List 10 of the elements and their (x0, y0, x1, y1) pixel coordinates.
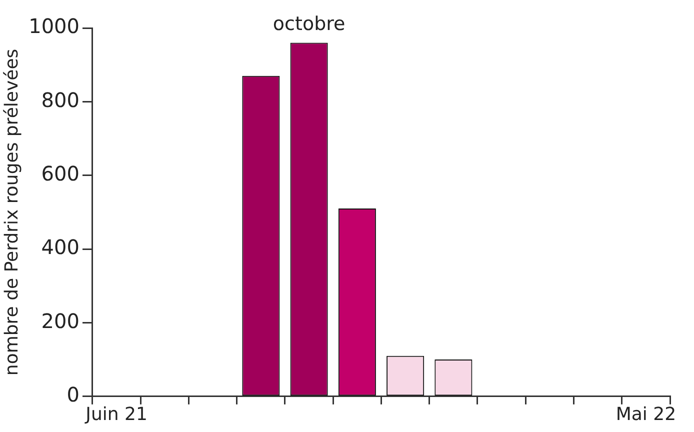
annotation: octobre (272, 13, 346, 36)
y-tick-label: 400 (41, 235, 80, 260)
y-tick-label: 1000 (28, 14, 80, 38)
x-tick-label: Mai 22 (616, 404, 676, 425)
y-tick-label: 200 (41, 308, 80, 333)
y-tick-label: 0 (66, 382, 80, 407)
x-tick-label: Juin 21 (84, 404, 148, 425)
y-tick-label: 800 (41, 88, 80, 112)
y-axis-title: nombre de Perdrix rouges prélevées (1, 48, 22, 376)
y-tick-label: 600 (41, 162, 80, 186)
